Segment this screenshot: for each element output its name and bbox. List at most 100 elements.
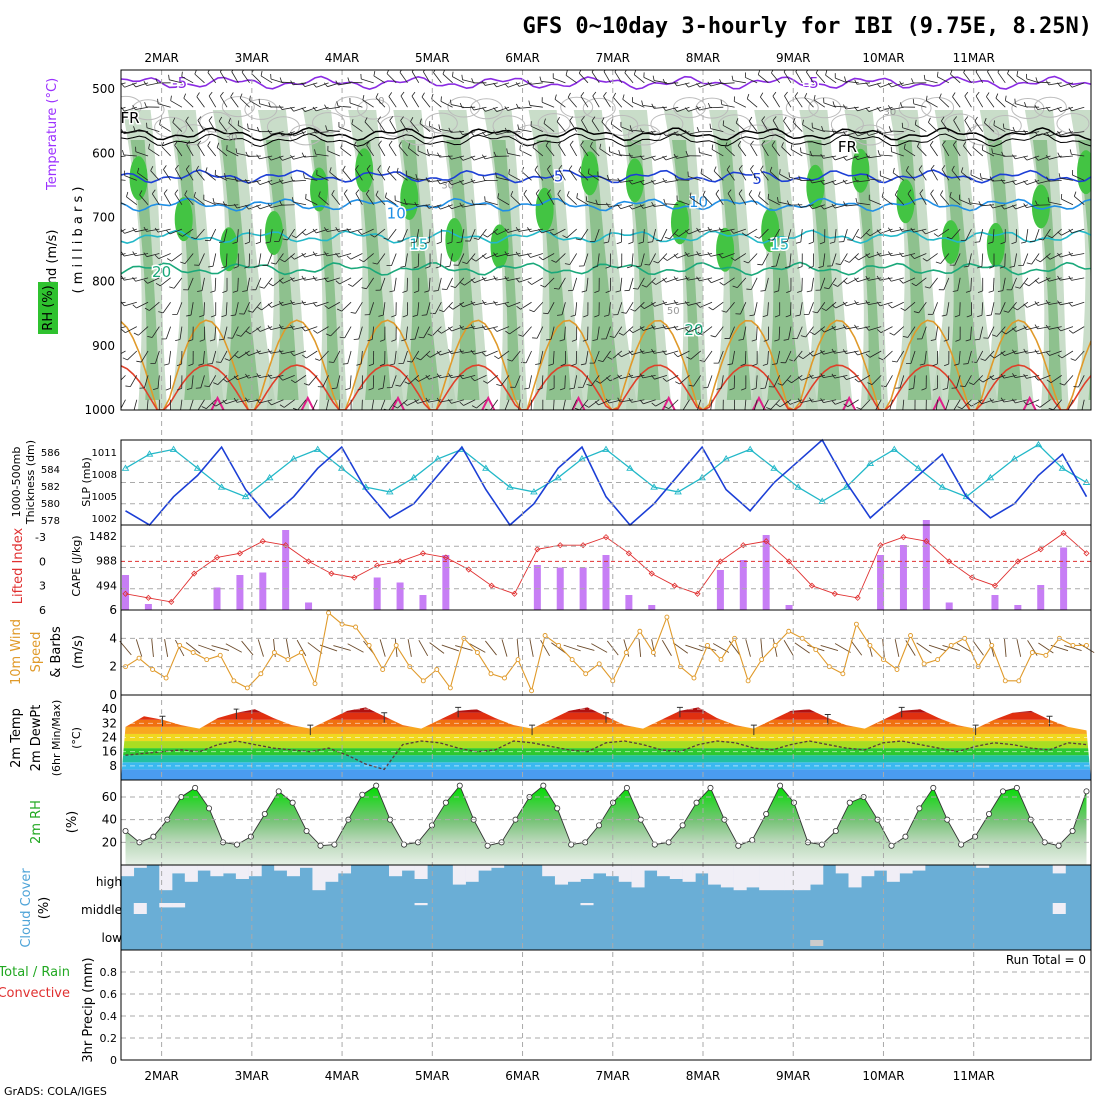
wind-barb-flag [599, 143, 602, 149]
wind-barb [377, 253, 386, 265]
wind-barb [555, 253, 566, 263]
wind-barb-flag [282, 238, 288, 241]
wind10m-barb [794, 642, 810, 654]
wind-barb [668, 399, 679, 409]
thickness-point [121, 464, 130, 471]
wind-barb-flag [618, 150, 621, 156]
wind-barb-flag [372, 262, 378, 265]
wind-barb [1039, 399, 1051, 408]
wind-barb [632, 326, 645, 334]
wind-barb-flag [244, 241, 250, 245]
wind-barb [556, 121, 566, 132]
wind-barb [121, 326, 126, 329]
isotherm-35 [932, 395, 947, 410]
wind-barb [954, 253, 961, 266]
wind-barb [343, 193, 352, 205]
temp-max-marker [972, 724, 979, 736]
wind-barb-flag [547, 165, 551, 170]
wind-barb-flag [256, 398, 260, 404]
temp-max-marker [381, 712, 388, 723]
wind10m-speed-point [502, 675, 507, 681]
wind-barb-flag [1012, 349, 1016, 355]
wind-barb-flag [368, 387, 374, 391]
wind-barb [953, 399, 961, 410]
wind-barb [151, 193, 160, 205]
wind-barb-flag [795, 70, 798, 72]
cloud-middle-label: middle [81, 903, 122, 917]
wind-barb [799, 302, 803, 316]
wind-barb-flag [865, 253, 870, 258]
temp-band [121, 769, 1091, 780]
wind-barb-flag [1000, 351, 1005, 356]
rh-core [535, 187, 554, 232]
wind-barb [388, 96, 397, 108]
wind-barb-flag [493, 327, 498, 332]
wind-barb-flag [324, 305, 329, 309]
wind-barb-flag [843, 403, 848, 408]
wind-barb [507, 82, 521, 88]
thickness-tick-586: 586 [41, 448, 60, 459]
wind-barb-flag [400, 91, 405, 97]
wind-barb [950, 73, 961, 84]
wind-barb-flag [504, 251, 508, 256]
wind-barb-flag [1016, 70, 1019, 76]
wind-barb-flag [470, 349, 475, 355]
wind-barb [1026, 155, 1040, 161]
wind-barb-flag [375, 93, 379, 98]
thickness-tick-580: 580 [41, 499, 60, 510]
wind-barb-flag [414, 377, 419, 382]
wind-barb-flag [334, 413, 339, 415]
wind-barb [1008, 301, 1017, 313]
wind-barb [121, 253, 126, 256]
wind-barb [462, 155, 476, 161]
wind-barb-flag [378, 387, 384, 390]
wind-barb [240, 326, 250, 337]
pressure-tick-600: 600 [92, 146, 115, 160]
wind-barb-flag [1068, 329, 1074, 334]
rh2m-point [233, 841, 240, 848]
wind-barb-flag [815, 70, 819, 74]
wind-barb [522, 326, 532, 337]
rh-plume-mid [987, 140, 1023, 400]
wind-barb-flag [870, 411, 875, 412]
li-point [1037, 546, 1044, 553]
wind-barb-flag [163, 165, 167, 170]
wind-barb-flag [923, 74, 926, 80]
wind-barb [352, 277, 363, 287]
wind10m-speed-point [786, 628, 792, 634]
surface-panels [119, 438, 1095, 950]
wind-barb-flag [301, 231, 307, 236]
wind10m-barb [894, 639, 900, 657]
wind-barb [772, 228, 781, 241]
wind-barb-flag [147, 336, 153, 338]
rh2m-point [763, 811, 770, 818]
wind-barb [665, 106, 679, 111]
wind-barb [575, 302, 578, 316]
wind-barb [355, 169, 363, 181]
wind-barb-flag [636, 265, 642, 268]
wind-barb [373, 75, 386, 84]
wind-barb-flag [448, 373, 452, 378]
wind-barb [282, 374, 295, 381]
cloud-high-gap [465, 865, 479, 882]
wind-barb-flag [267, 129, 272, 135]
wind-barb [1014, 253, 1017, 267]
wind-barb-flag [949, 191, 952, 197]
cloud-high-gap [912, 865, 926, 871]
wind-barb [561, 302, 566, 315]
wind-barb-flag [924, 286, 930, 289]
rh2m-point [442, 799, 449, 806]
wind-barb-flag [268, 102, 271, 108]
rh-core [490, 224, 509, 269]
wind-barb-flag [888, 251, 892, 256]
millibars-label: ( m i l l i b a r s ) [71, 187, 86, 294]
wind10m-speed-point [623, 650, 629, 655]
wind-barb-flag [325, 333, 331, 337]
wind-barb [677, 200, 690, 206]
wind10m-speed-point [637, 628, 643, 634]
cape-bar [122, 575, 130, 610]
wind-barb [388, 144, 397, 157]
wind-barb [530, 253, 543, 258]
cloud-high-gap [491, 865, 505, 868]
wind-barb-flag [797, 376, 802, 381]
